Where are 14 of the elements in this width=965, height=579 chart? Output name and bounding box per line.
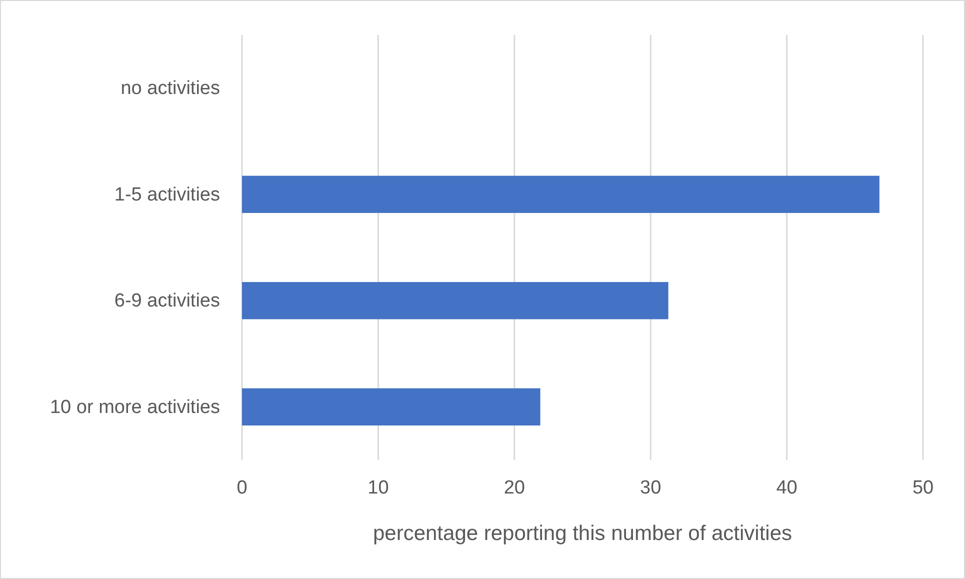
x-tick-label: 0	[236, 477, 248, 498]
bar	[242, 282, 668, 320]
x-axis-title: percentage reporting this number of activities	[372, 522, 792, 545]
x-tick-label: 10	[368, 477, 389, 498]
x-tick-label: 40	[776, 477, 798, 498]
x-tick-label: 30	[640, 477, 662, 498]
bar	[242, 388, 540, 426]
y-tick-label: 10 or more activities	[50, 396, 220, 418]
y-tick-label: 1-5 activities	[114, 184, 220, 206]
y-tick-label: 6-9 activities	[114, 290, 220, 312]
y-tick-label: no activities	[120, 78, 220, 100]
x-tick-label: 20	[504, 477, 525, 498]
x-tick-label: 50	[912, 477, 934, 498]
bar	[242, 176, 880, 213]
